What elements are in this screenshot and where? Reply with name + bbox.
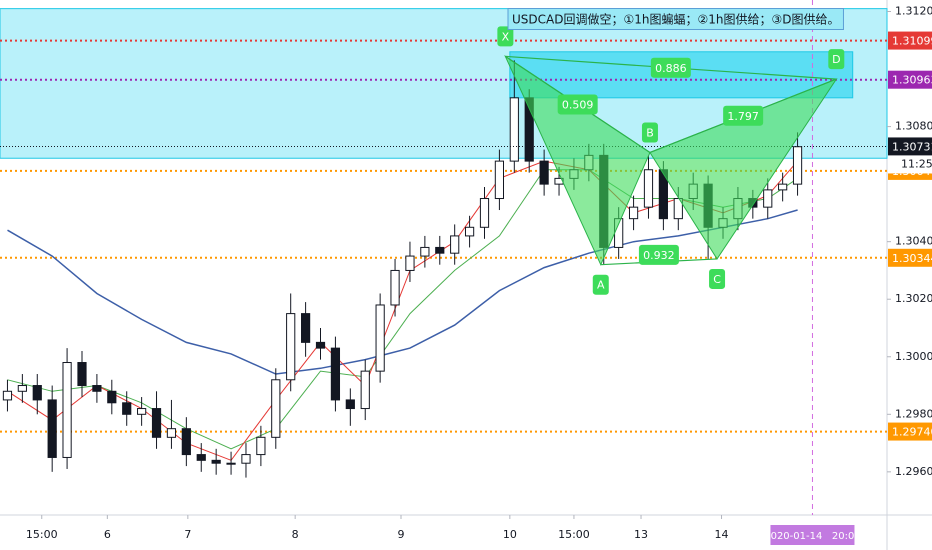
candle-body	[181, 428, 191, 456]
level-axis-box	[888, 422, 932, 441]
candle-body	[17, 385, 27, 392]
ratio-box	[723, 105, 764, 126]
annotation-box	[507, 8, 844, 30]
x-tick-label: 6	[104, 528, 111, 541]
candle-body	[778, 183, 788, 191]
current-price-box	[888, 137, 932, 156]
x-tick-label: 9	[398, 528, 405, 541]
x-tick-label: 8	[292, 528, 299, 541]
level-axis-box	[888, 248, 932, 267]
candle-body	[360, 370, 370, 410]
candle-body	[494, 160, 505, 200]
candle-body	[286, 313, 296, 381]
candle-body	[479, 198, 490, 228]
candle-body	[628, 206, 639, 220]
y-tick-label: 1.31200	[895, 5, 932, 18]
candle-body	[226, 462, 236, 465]
candle-body	[763, 189, 773, 208]
level-axis-label: 1.31099	[892, 35, 932, 48]
ratio-label: 0.886	[655, 62, 687, 75]
x-tick-label: 14	[715, 528, 729, 541]
x-tick-label: 15:00	[558, 528, 590, 541]
candle-body	[2, 390, 13, 401]
candle-body	[673, 198, 683, 220]
candle-body	[122, 402, 132, 415]
candle-body	[107, 390, 117, 404]
point-label: X	[502, 30, 510, 43]
candle-body	[151, 408, 162, 438]
point-label: B	[646, 126, 654, 139]
x-tick-label: 15:00	[26, 528, 58, 541]
candle-body	[420, 246, 430, 257]
countdown-box	[888, 155, 932, 174]
ratio-label: 0.932	[643, 249, 675, 262]
countdown-label: 11:25	[901, 157, 932, 170]
candle-body	[375, 304, 385, 372]
y-tick-label: 1.30000	[895, 350, 932, 363]
candle-body	[256, 436, 266, 456]
ratio-box	[638, 244, 679, 265]
point-box	[592, 274, 609, 295]
candle-body	[435, 246, 445, 254]
candle-body	[330, 347, 341, 401]
candle-body	[509, 97, 519, 162]
candle-body	[166, 428, 177, 438]
candle-body	[196, 454, 206, 461]
candle-body	[241, 454, 251, 464]
point-box	[497, 26, 514, 47]
y-tick-label: 1.29800	[895, 407, 932, 420]
candle-body	[464, 226, 475, 237]
candle-body	[271, 379, 281, 438]
cursor-box	[770, 525, 855, 545]
level-axis-label: 1.29740	[892, 426, 932, 439]
ratio-label: 1.797	[727, 110, 759, 123]
candle-body	[539, 160, 549, 185]
cursor-label: 2020-01-14 20:00	[764, 531, 860, 542]
candle-body	[137, 408, 147, 415]
level-axis-label: 1.30963	[892, 74, 932, 87]
candle-body	[62, 362, 72, 458]
point-box	[709, 268, 726, 289]
candle-body	[643, 169, 654, 208]
candle-body	[450, 235, 460, 254]
candle-body	[405, 255, 415, 271]
candle-body	[315, 341, 326, 349]
point-label: A	[597, 279, 605, 292]
y-tick-label: 1.29600	[895, 465, 932, 478]
candle-body	[47, 399, 57, 458]
level-axis-label: 1.30344	[892, 252, 932, 265]
ratio-box	[650, 57, 691, 78]
point-label: C	[713, 273, 721, 286]
moving-average	[7, 209, 798, 375]
candle-body	[92, 385, 102, 392]
ratio-label: 0.509	[562, 98, 594, 111]
level-axis-box	[888, 31, 932, 50]
ratio-box	[557, 94, 598, 115]
point-label: D	[832, 53, 840, 66]
y-tick-label: 1.30400	[895, 235, 932, 248]
candle-body	[345, 399, 355, 410]
candle-body	[211, 459, 221, 464]
candle-body	[390, 269, 400, 306]
candle-body	[32, 385, 42, 401]
point-box	[828, 49, 845, 70]
x-tick-label: 10	[503, 528, 517, 541]
candle-body	[301, 313, 311, 343]
candle-body	[77, 362, 87, 387]
plot-area: 0.509 0.886 0.932 1.797 X A B C D	[0, 0, 888, 515]
point-box	[641, 122, 658, 143]
x-tick-label: 7	[184, 528, 191, 541]
level-axis-box	[888, 70, 932, 89]
y-tick-label: 1.30800	[895, 120, 932, 133]
candle-body	[792, 146, 803, 185]
x-tick-label: 13	[634, 528, 648, 541]
y-tick-label: 1.30200	[895, 292, 932, 305]
annotation: USDCAD回调做空；①1h图蝙蝠；②1h图供给；③D图供给。	[512, 12, 839, 27]
